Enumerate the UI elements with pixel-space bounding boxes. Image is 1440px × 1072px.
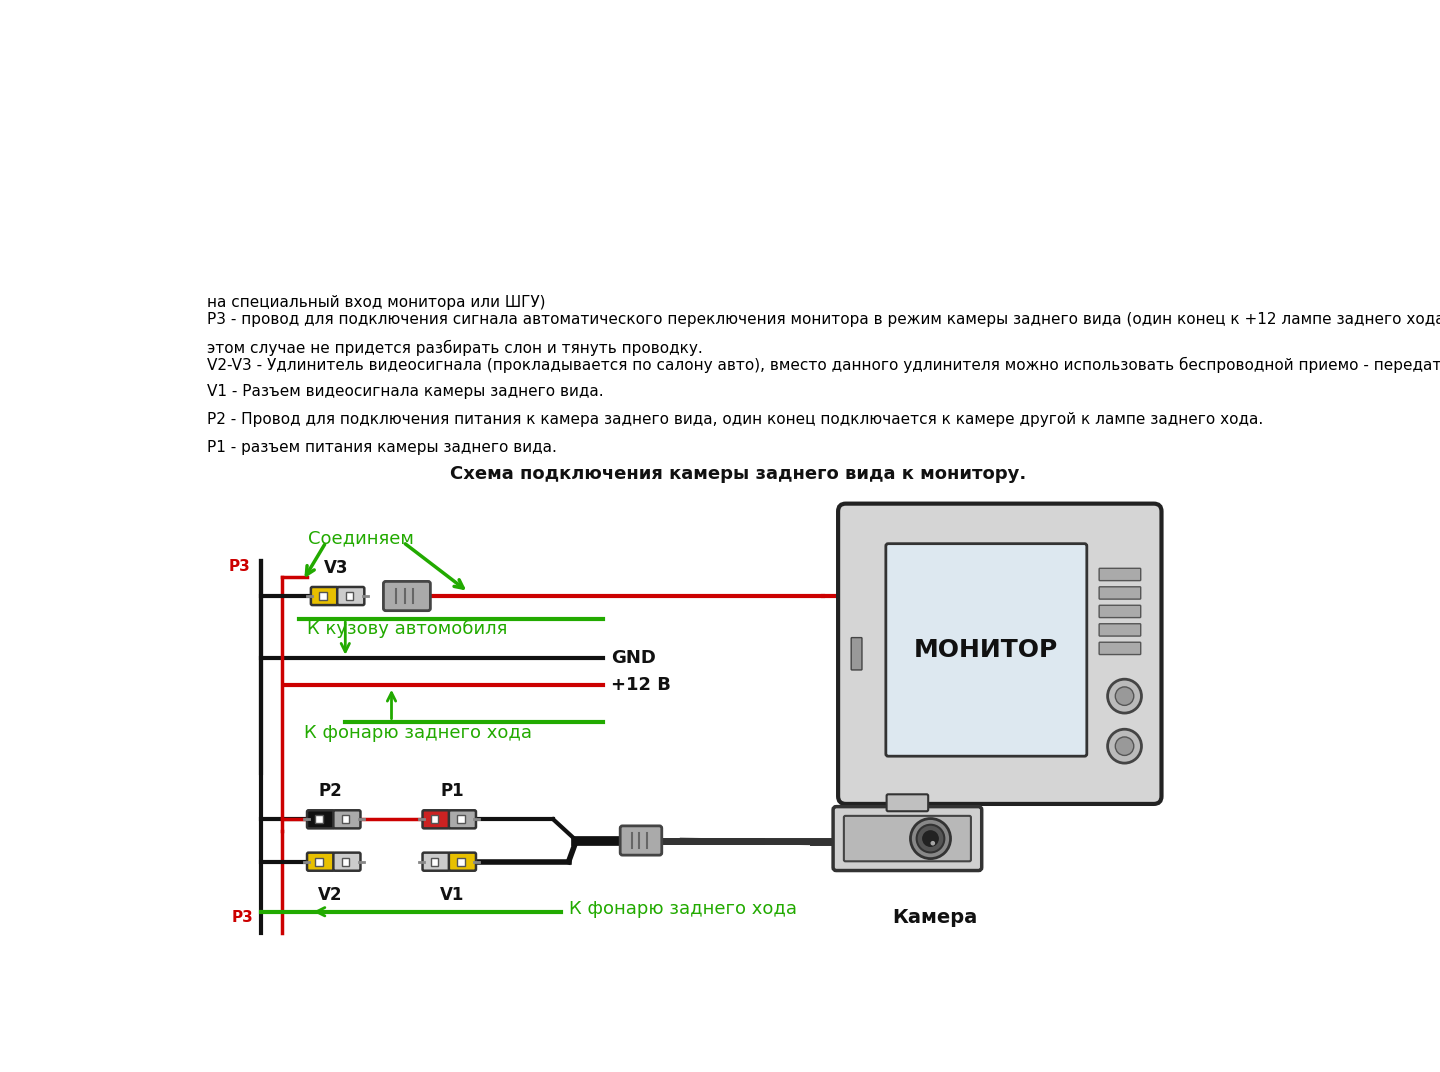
FancyBboxPatch shape [422, 810, 449, 829]
FancyBboxPatch shape [834, 806, 982, 870]
Circle shape [1116, 687, 1133, 705]
Circle shape [930, 840, 935, 846]
FancyBboxPatch shape [383, 581, 431, 611]
Text: МОНИТОР: МОНИТОР [914, 638, 1058, 661]
Circle shape [1107, 680, 1142, 713]
FancyBboxPatch shape [1099, 606, 1140, 617]
Text: V3: V3 [324, 559, 348, 577]
FancyBboxPatch shape [1099, 568, 1140, 581]
FancyBboxPatch shape [431, 815, 438, 823]
FancyBboxPatch shape [886, 544, 1087, 756]
FancyBboxPatch shape [307, 810, 334, 829]
FancyBboxPatch shape [621, 825, 662, 855]
Circle shape [1116, 736, 1133, 756]
FancyBboxPatch shape [320, 592, 327, 600]
Text: P2 - Провод для подключения питания к камера заднего вида, один конец подключает: P2 - Провод для подключения питания к ка… [207, 412, 1263, 427]
FancyBboxPatch shape [315, 858, 323, 866]
Text: Камера: Камера [891, 908, 978, 927]
FancyBboxPatch shape [311, 587, 338, 605]
FancyBboxPatch shape [431, 858, 438, 866]
FancyBboxPatch shape [458, 815, 465, 823]
Text: на специальный вход монитора или ШГУ): на специальный вход монитора или ШГУ) [207, 295, 546, 310]
Text: V1 - Разъем видеосигнала камеры заднего вида.: V1 - Разъем видеосигнала камеры заднего … [207, 384, 603, 399]
FancyBboxPatch shape [449, 852, 477, 870]
Circle shape [1107, 729, 1142, 763]
Circle shape [910, 819, 950, 859]
Text: P3: P3 [229, 560, 251, 575]
FancyBboxPatch shape [315, 815, 323, 823]
FancyBboxPatch shape [337, 587, 364, 605]
FancyBboxPatch shape [887, 794, 929, 812]
FancyBboxPatch shape [422, 852, 449, 870]
Text: V1: V1 [441, 887, 464, 904]
Text: этом случае не придется разбирать слон и тянуть проводку.: этом случае не придется разбирать слон и… [207, 340, 703, 356]
Text: V2: V2 [318, 887, 343, 904]
Text: P3: P3 [232, 910, 253, 925]
FancyBboxPatch shape [844, 816, 971, 861]
Circle shape [923, 831, 939, 846]
Text: V2-V3 - Удлинитель видеосигнала (прокладывается по салону авто), вместо данного : V2-V3 - Удлинитель видеосигнала (проклад… [207, 357, 1440, 373]
Text: P1 - разъем питания камеры заднего вида.: P1 - разъем питания камеры заднего вида. [207, 440, 557, 455]
FancyBboxPatch shape [1099, 642, 1140, 655]
FancyBboxPatch shape [458, 858, 465, 866]
FancyBboxPatch shape [346, 592, 353, 600]
Text: К кузову автомобиля: К кузову автомобиля [307, 620, 507, 639]
Text: P2: P2 [318, 783, 343, 800]
Circle shape [917, 824, 945, 852]
Text: P3 - провод для подключения сигнала автоматического переключения монитора в режи: P3 - провод для подключения сигнала авто… [207, 312, 1440, 327]
FancyBboxPatch shape [1099, 586, 1140, 599]
Text: GND: GND [611, 649, 655, 667]
FancyBboxPatch shape [1099, 624, 1140, 636]
Text: Соединяем: Соединяем [308, 530, 413, 548]
FancyBboxPatch shape [851, 638, 863, 670]
FancyBboxPatch shape [307, 852, 334, 870]
FancyBboxPatch shape [334, 810, 360, 829]
FancyBboxPatch shape [334, 852, 360, 870]
FancyBboxPatch shape [838, 504, 1162, 804]
Text: К фонарю заднего хода: К фонарю заднего хода [569, 899, 796, 918]
FancyBboxPatch shape [341, 858, 350, 866]
FancyBboxPatch shape [449, 810, 477, 829]
Text: +12 В: +12 В [611, 675, 671, 694]
Text: К фонарю заднего хода: К фонарю заднего хода [304, 725, 533, 742]
FancyBboxPatch shape [341, 815, 350, 823]
Text: Схема подключения камеры заднего вида к монитору.: Схема подключения камеры заднего вида к … [449, 465, 1027, 483]
Text: P1: P1 [441, 783, 464, 800]
